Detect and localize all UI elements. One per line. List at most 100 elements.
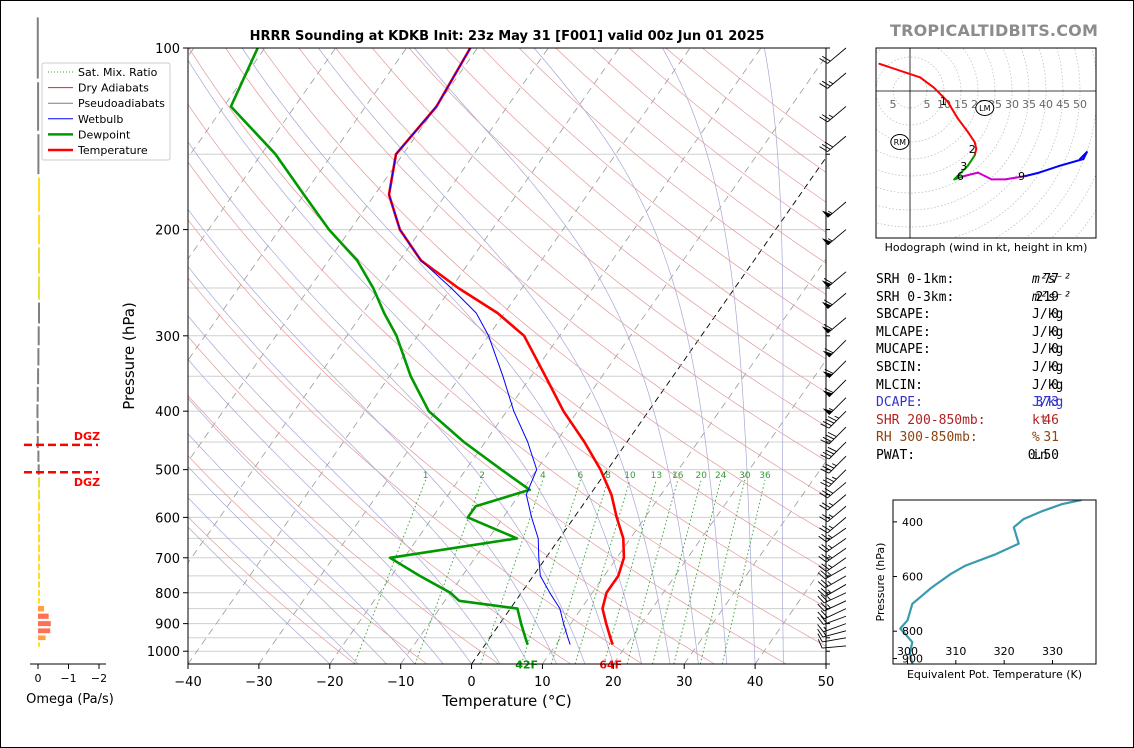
omega-x-tick-label: −1: [60, 672, 76, 685]
barb-full: [825, 434, 835, 440]
barb-full: [823, 323, 833, 330]
series-dewpoint-line: [229, 48, 532, 646]
barb-full: [817, 572, 826, 580]
storm-motion-label: LM: [979, 104, 990, 113]
barb-half: [828, 407, 834, 411]
index-row: RH 300-850mb: 31%: [876, 429, 1091, 447]
barb-full: [820, 570, 829, 578]
y-tick-label: 100: [155, 42, 180, 57]
x-tick-label: 50: [818, 675, 835, 690]
barb-staff: [828, 426, 847, 445]
barb-full: [818, 556, 827, 563]
barb-staff: [827, 72, 847, 89]
pseudoadiabat-line: [188, 433, 416, 664]
pseudoadiabat-line: [241, 48, 643, 664]
pseudoadiabat-line: [318, 48, 671, 664]
y-tick-label: 400: [155, 405, 180, 420]
surface-dewpoint-label: 42F: [515, 659, 538, 672]
omega-bar: [38, 534, 40, 543]
isotherm-line: [188, 48, 336, 260]
dry-adiabat-line: [188, 516, 356, 664]
barb-flag: [821, 210, 832, 218]
barb-flag: [821, 238, 832, 246]
isotherm-line: [188, 48, 549, 564]
barb-staff: [826, 537, 847, 553]
dgz-label: DGZ: [74, 476, 100, 489]
legend-entry-label: Temperature: [77, 144, 148, 157]
barb-full: [820, 481, 830, 488]
wind-barb: [822, 397, 847, 416]
isotherm-line: [471, 156, 826, 664]
barb-full: [818, 546, 827, 553]
hodograph-segment: [983, 175, 993, 181]
pseudoadiabat-line: [188, 141, 586, 664]
wind-barb: [819, 135, 847, 152]
barb-full: [820, 423, 830, 429]
hodograph-segment: [953, 175, 966, 181]
storm-motion-label: RM: [894, 138, 907, 147]
omega-bar: [38, 628, 51, 634]
wind-barb: [819, 47, 847, 64]
wind-barb: [818, 527, 847, 543]
barb-full: [817, 633, 823, 643]
index-row: PWAT: 0.50 in: [876, 447, 1091, 465]
wind-barb: [817, 584, 847, 597]
mixing-ratio-label: 10: [624, 471, 636, 481]
hodograph-height-label: 1: [940, 95, 947, 108]
wind-barb: [820, 455, 847, 474]
wind-barb: [819, 494, 847, 511]
barb-staff: [822, 645, 847, 649]
wind-barb: [819, 72, 847, 89]
hodograph-ring-label: 40: [1039, 98, 1053, 111]
index-row: SBCAPE: 0 J/kg: [876, 306, 1091, 324]
dry-adiabat-line: [445, 48, 826, 360]
mixing-ratio-label: 20: [695, 471, 707, 481]
x-tick-label: −40: [174, 675, 201, 690]
index-row: SHR 200-850mb: 46 kt: [876, 412, 1091, 430]
hodograph-segment: [919, 76, 935, 89]
isotherm-line: [258, 48, 691, 664]
hodograph-segment: [1038, 164, 1061, 174]
wind-barb: [822, 360, 847, 379]
legend-entry-label: Dewpoint: [78, 128, 131, 141]
mixing-ratio-label: 4: [540, 471, 546, 481]
dry-adiabat-line: [372, 48, 826, 427]
barb-full: [820, 454, 830, 460]
index-value: 0: [1051, 307, 1059, 323]
barb-staff: [827, 292, 847, 310]
wind-barb: [819, 517, 847, 534]
index-row: SRH 0-3km: 219 m²s⁻²: [876, 289, 1091, 307]
wind-barb: [820, 410, 847, 429]
theta-e-y-tick-label: 900: [902, 653, 923, 666]
barb-full: [821, 563, 830, 570]
barb-full: [821, 514, 831, 520]
barb-half: [827, 238, 833, 242]
x-tick-label: 30: [676, 675, 693, 690]
x-axis-label: Temperature (°C): [441, 692, 571, 710]
mixing-ratio-line: [721, 479, 766, 664]
hodograph-height-label: 9: [1018, 170, 1025, 183]
hodograph-segment: [966, 154, 976, 167]
hodograph-segment: [977, 171, 986, 177]
index-label: SBCAPE:: [876, 307, 931, 323]
index-value: 77: [1043, 272, 1059, 287]
x-tick-label: 0: [467, 675, 475, 690]
omega-bar: [36, 386, 39, 402]
barb-half: [828, 502, 834, 506]
barb-full: [821, 533, 830, 541]
barb-full: [817, 639, 823, 649]
barb-full: [820, 610, 828, 618]
series-wetbulb-line: [388, 48, 571, 645]
wind-barb: [821, 229, 847, 246]
dry-adiabat-line: [188, 277, 643, 664]
hodograph-segment: [966, 130, 976, 143]
isotherm-line: [613, 359, 826, 664]
omega-bar: [38, 214, 40, 245]
barb-full: [822, 451, 832, 457]
y-axis-label: Pressure (hPa): [120, 302, 138, 410]
barb-staff: [827, 494, 847, 511]
storm-motion-marker: [975, 100, 995, 116]
theta-e-x-tick-label: 310: [945, 645, 966, 658]
x-tick-label: 40: [747, 675, 764, 690]
